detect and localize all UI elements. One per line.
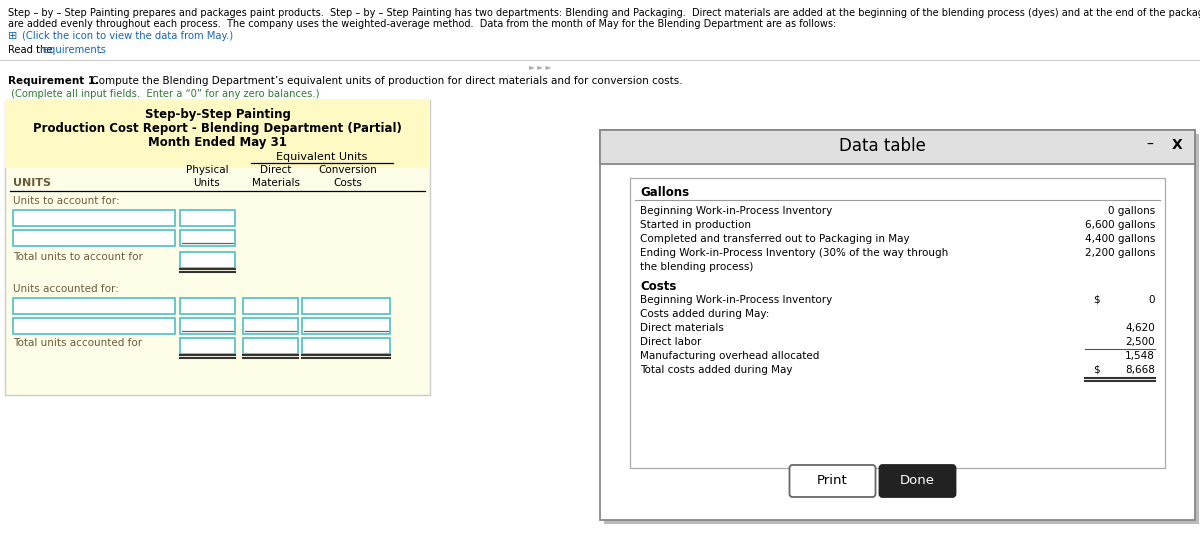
- Bar: [13, 230, 175, 246]
- Text: Beginning Work-in-Process Inventory: Beginning Work-in-Process Inventory: [640, 206, 833, 216]
- Text: Step-by-Step Painting: Step-by-Step Painting: [144, 108, 290, 121]
- Bar: [5, 100, 430, 395]
- Text: 0: 0: [1148, 295, 1154, 305]
- Text: Total units to account for: Total units to account for: [13, 252, 143, 262]
- Text: .: .: [98, 45, 102, 55]
- Bar: [630, 178, 1165, 468]
- Text: 2,200 gallons: 2,200 gallons: [1085, 248, 1154, 258]
- Bar: [180, 318, 235, 334]
- Text: –: –: [1146, 138, 1153, 152]
- Text: Units to account for:: Units to account for:: [13, 196, 120, 206]
- Bar: [600, 130, 1195, 520]
- Text: 2,500: 2,500: [1126, 337, 1154, 347]
- Text: ⊞: ⊞: [8, 31, 17, 41]
- Text: Materials: Materials: [252, 178, 300, 188]
- Text: ► ► ►: ► ► ►: [529, 63, 551, 72]
- Text: Units accounted for:: Units accounted for:: [13, 284, 119, 294]
- Text: Month Ended May 31: Month Ended May 31: [148, 136, 287, 149]
- Bar: [302, 318, 390, 334]
- Text: Ending Work-in-Process Inventory (30% of the way through: Ending Work-in-Process Inventory (30% of…: [640, 248, 948, 258]
- Text: 1,548: 1,548: [1126, 351, 1154, 361]
- Text: Beginning Work-in-Process Inventory: Beginning Work-in-Process Inventory: [640, 295, 833, 305]
- Text: Read the: Read the: [8, 45, 55, 55]
- Text: (Complete all input fields.  Enter a “0” for any zero balances.): (Complete all input fields. Enter a “0” …: [8, 89, 319, 99]
- Bar: [180, 298, 235, 314]
- Text: Compute the Blending Department’s equivalent units of production for direct mate: Compute the Blending Department’s equiva…: [88, 76, 683, 86]
- Text: Data table: Data table: [839, 137, 926, 155]
- Text: Conversion: Conversion: [319, 165, 377, 175]
- Text: Manufacturing overhead allocated: Manufacturing overhead allocated: [640, 351, 820, 361]
- Text: requirements: requirements: [38, 45, 106, 55]
- Bar: [13, 210, 175, 226]
- Text: $: $: [1093, 365, 1099, 375]
- Text: Direct labor: Direct labor: [640, 337, 701, 347]
- Text: Units: Units: [193, 178, 221, 188]
- Text: Total costs added during May: Total costs added during May: [640, 365, 792, 375]
- Text: Costs: Costs: [640, 280, 677, 293]
- Bar: [180, 210, 235, 226]
- Text: Gallons: Gallons: [640, 186, 689, 199]
- Text: 8,668: 8,668: [1126, 365, 1154, 375]
- Text: Costs added during May:: Costs added during May:: [640, 309, 769, 319]
- Text: $: $: [1093, 295, 1099, 305]
- Bar: [600, 130, 1195, 164]
- Text: Started in production: Started in production: [640, 220, 751, 230]
- Bar: [180, 252, 235, 268]
- Bar: [242, 338, 298, 354]
- Text: Requirement 1.: Requirement 1.: [8, 76, 100, 86]
- Text: Physical: Physical: [186, 165, 228, 175]
- Bar: [302, 298, 390, 314]
- Bar: [180, 230, 235, 246]
- Bar: [242, 318, 298, 334]
- Text: UNITS: UNITS: [13, 178, 50, 188]
- Text: are added evenly throughout each process.  The company uses the weighted-average: are added evenly throughout each process…: [8, 19, 836, 29]
- Text: Print: Print: [817, 474, 848, 488]
- Bar: [604, 134, 1199, 524]
- Text: 6,600 gallons: 6,600 gallons: [1085, 220, 1154, 230]
- FancyBboxPatch shape: [790, 465, 876, 497]
- Text: the blending process): the blending process): [640, 262, 754, 272]
- Text: Step – by – Step Painting prepares and packages paint products.  Step – by – Ste: Step – by – Step Painting prepares and p…: [8, 8, 1200, 18]
- Text: X: X: [1171, 138, 1182, 152]
- Text: Done: Done: [900, 474, 935, 488]
- Text: Completed and transferred out to Packaging in May: Completed and transferred out to Packagi…: [640, 234, 910, 244]
- Bar: [13, 318, 175, 334]
- Text: Costs: Costs: [334, 178, 362, 188]
- Text: 4,400 gallons: 4,400 gallons: [1085, 234, 1154, 244]
- Text: Direct materials: Direct materials: [640, 323, 724, 333]
- FancyBboxPatch shape: [880, 465, 955, 497]
- Bar: [242, 298, 298, 314]
- Text: Production Cost Report - Blending Department (Partial): Production Cost Report - Blending Depart…: [34, 122, 402, 135]
- Text: Equivalent Units: Equivalent Units: [276, 152, 367, 162]
- Bar: [302, 338, 390, 354]
- Text: (Click the icon to view the data from May.): (Click the icon to view the data from Ma…: [22, 31, 233, 41]
- Text: 4,620: 4,620: [1126, 323, 1154, 333]
- Bar: [5, 100, 430, 168]
- Text: Direct: Direct: [260, 165, 292, 175]
- Bar: [180, 338, 235, 354]
- Text: 0 gallons: 0 gallons: [1108, 206, 1154, 216]
- Bar: [13, 298, 175, 314]
- Text: Total units accounted for: Total units accounted for: [13, 338, 142, 348]
